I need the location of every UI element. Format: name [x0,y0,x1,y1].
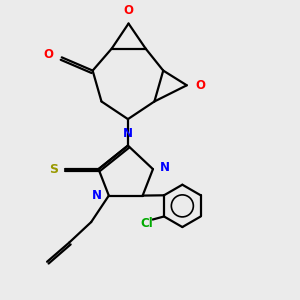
Text: O: O [44,48,53,61]
Text: N: N [123,127,133,140]
Text: O: O [124,4,134,17]
Text: N: N [160,161,170,174]
Text: Cl: Cl [140,217,153,230]
Text: S: S [49,163,58,176]
Text: N: N [92,189,102,202]
Text: O: O [195,79,205,92]
